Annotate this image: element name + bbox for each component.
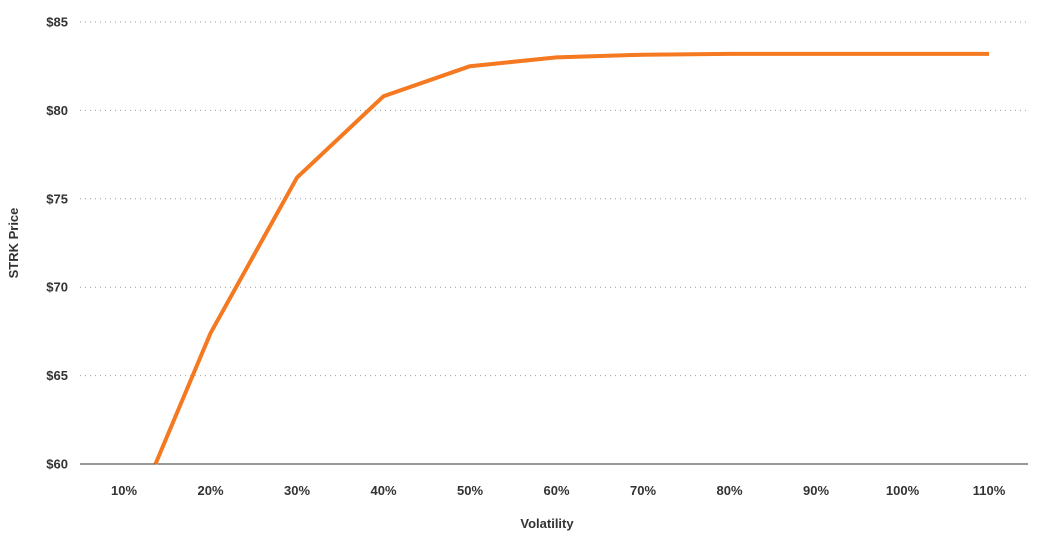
gridlines bbox=[80, 21, 1028, 465]
x-tick-label: 110% bbox=[973, 483, 1006, 498]
x-tick-label: 40% bbox=[370, 483, 396, 498]
x-axis-title: Volatility bbox=[520, 516, 574, 531]
x-tick-label: 10% bbox=[111, 483, 137, 498]
x-tick-label: 30% bbox=[284, 483, 310, 498]
series-layer bbox=[153, 51, 989, 465]
x-tick-label: 100% bbox=[886, 483, 920, 498]
y-tick-label: $70 bbox=[46, 280, 68, 295]
x-axis-ticks: 10% 20% 30% 40% 50% 60% 70% 80% 90% 100% 110% bbox=[111, 483, 1006, 498]
x-tick-label: 90% bbox=[803, 483, 829, 498]
y-tick-label: $65 bbox=[46, 368, 68, 383]
x-tick-label: 50% bbox=[457, 483, 483, 498]
y-tick-label: $75 bbox=[46, 191, 68, 206]
series-line bbox=[153, 51, 989, 465]
y-axis-title: STRK Price bbox=[6, 208, 21, 279]
x-tick-label: 20% bbox=[197, 483, 223, 498]
x-tick-label: 70% bbox=[630, 483, 656, 498]
y-axis-ticks: $60 $65 $70 $75 $80 $85 bbox=[46, 15, 68, 472]
y-tick-label: $85 bbox=[46, 15, 68, 30]
y-tick-label: $80 bbox=[46, 103, 68, 118]
x-tick-label: 80% bbox=[716, 483, 742, 498]
y-tick-label: $60 bbox=[46, 457, 68, 472]
x-tick-label: 60% bbox=[543, 483, 569, 498]
